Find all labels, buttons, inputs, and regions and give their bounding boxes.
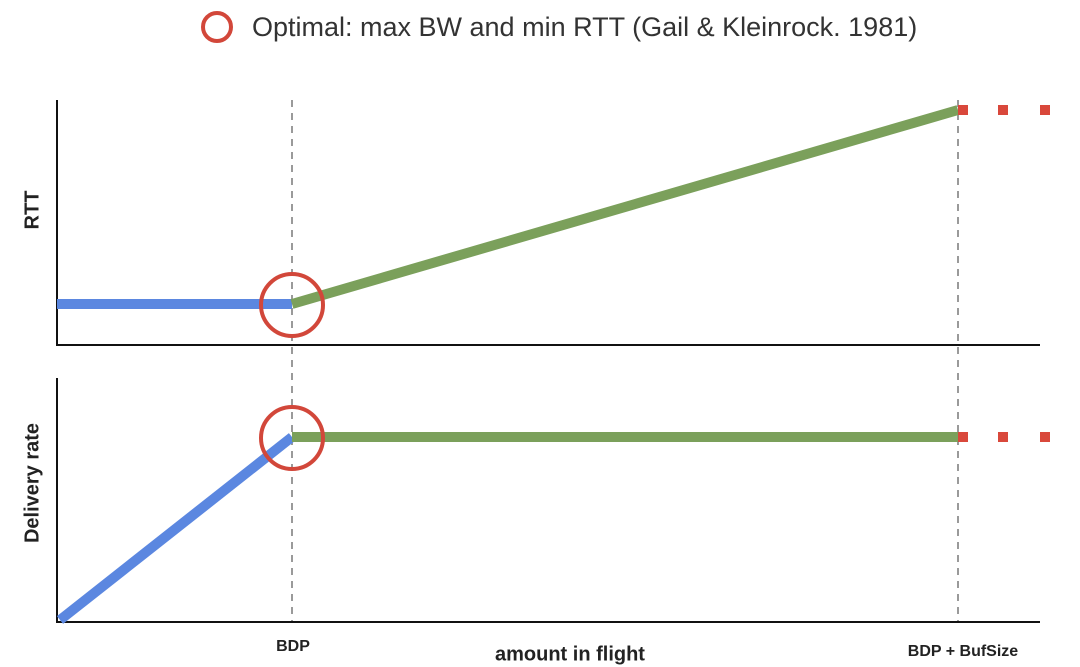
dot (958, 432, 968, 442)
dot (1040, 432, 1050, 442)
rate-rise (56, 433, 296, 624)
optimal-ring (259, 272, 325, 338)
x-label: BDP + BufSize (908, 643, 1019, 660)
y-label: Delivery rate (21, 423, 43, 543)
dot (998, 105, 1008, 115)
dot (1040, 105, 1050, 115)
y-label: RTT (21, 191, 43, 230)
legend-label: Optimal: max BW and min RTT (Gail & Klei… (252, 12, 917, 42)
dot (998, 432, 1008, 442)
optimal-ring (259, 405, 325, 471)
dot (958, 105, 968, 115)
legend-marker (201, 11, 233, 43)
x-label: BDP (276, 638, 310, 655)
x-title: amount in flight (495, 643, 645, 665)
rtt-rise (290, 105, 960, 309)
